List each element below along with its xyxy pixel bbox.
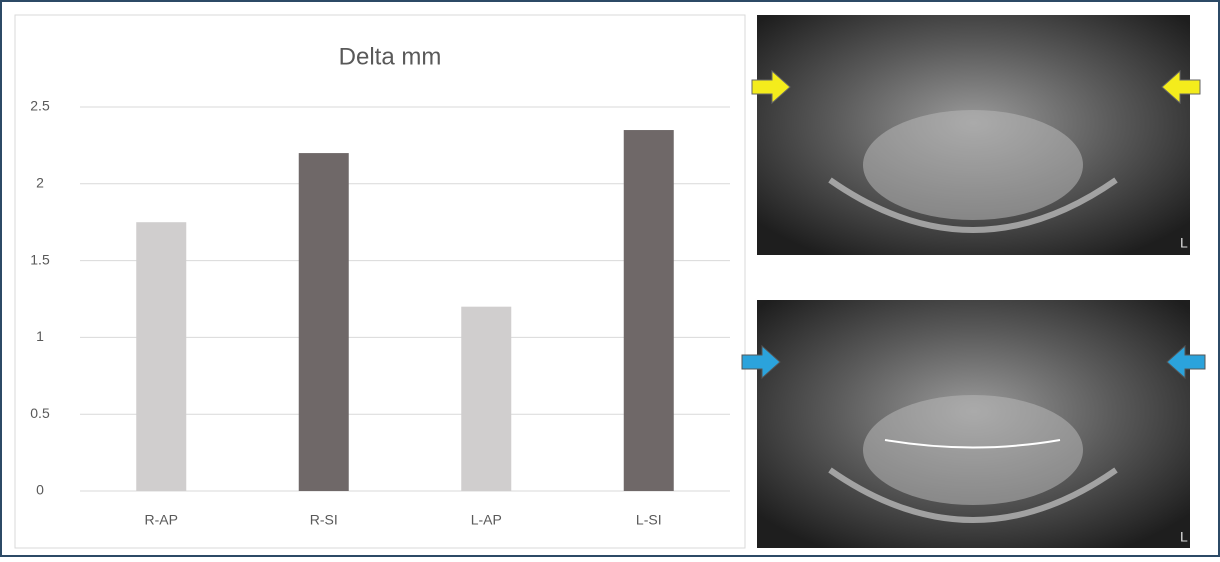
bar xyxy=(461,307,511,491)
image-label: L xyxy=(1180,529,1188,545)
chart-title: Delta mm xyxy=(339,43,442,70)
xray-top: L xyxy=(752,15,1200,255)
y-tick-label: 0 xyxy=(36,482,44,498)
figure: Delta mm L L 0 0.5 1 1.5 2 2.5 R-AP R-SI L-AP L-S… xyxy=(0,0,1220,557)
y-tick-label: 1.5 xyxy=(30,251,50,267)
y-tick-label: 2.5 xyxy=(30,98,50,114)
x-tick-label: R-SI xyxy=(310,512,338,528)
image-label: L xyxy=(1180,235,1188,251)
y-tick-label: 2 xyxy=(36,175,44,191)
bar xyxy=(624,130,674,491)
teeth xyxy=(863,395,1083,505)
x-tick-label: L-AP xyxy=(471,512,502,528)
x-tick-label: L-SI xyxy=(636,512,662,528)
teeth xyxy=(863,110,1083,220)
bar xyxy=(136,222,186,491)
y-tick-label: 0.5 xyxy=(30,405,50,421)
x-tick-label: R-AP xyxy=(145,512,178,528)
bar xyxy=(299,153,349,491)
xray-bottom: L xyxy=(742,300,1205,548)
y-tick-label: 1 xyxy=(36,328,44,344)
